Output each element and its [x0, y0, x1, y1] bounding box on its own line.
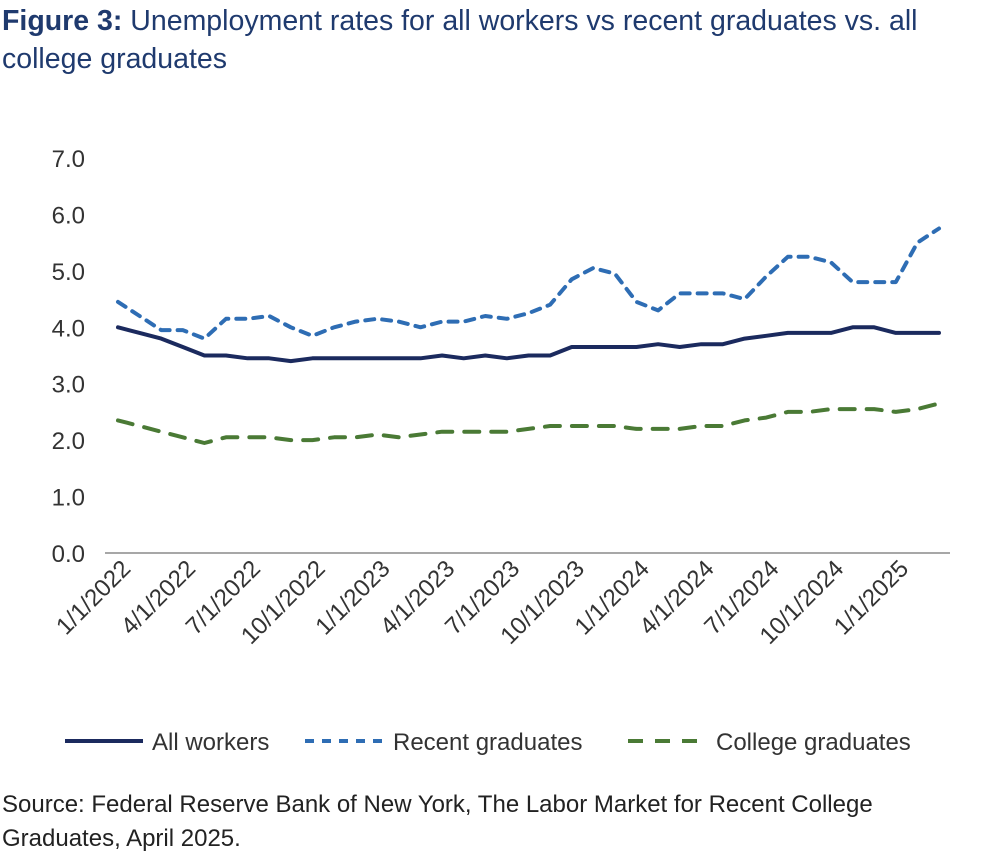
chart-title: Figure 3: Unemployment rates for all wor… [2, 2, 997, 78]
source-note: Source: Federal Reserve Bank of New York… [2, 791, 873, 852]
legend-label: College graduates [716, 729, 911, 756]
legend-label: All workers [152, 729, 269, 756]
y-axis: 0.0 1.0 2.0 3.0 4.0 5.0 6.0 7.0 [52, 146, 85, 568]
y-tick-label: 7.0 [52, 146, 85, 173]
y-tick-label: 6.0 [52, 202, 85, 229]
title-text: Unemployment rates for all workers vs re… [2, 5, 918, 75]
y-tick-label: 1.0 [52, 485, 85, 512]
series-line-college-graduates [116, 401, 941, 445]
y-tick-label: 3.0 [52, 372, 85, 399]
y-tick-label: 5.0 [52, 259, 85, 286]
series-line-recent-graduates [116, 226, 941, 341]
y-tick-label: 4.0 [52, 315, 85, 342]
legend-item: Recent graduates [305, 729, 582, 756]
series-line-all-workers [116, 325, 941, 364]
legend: All workers Recent graduates College gradu… [65, 729, 911, 756]
figure-label: Figure 3: [2, 5, 123, 37]
x-axis: 1/1/20224/1/20227/1/202210/1/20221/1/202… [51, 555, 914, 650]
legend-item: College graduates [628, 729, 911, 756]
y-tick-label: 0.0 [52, 541, 85, 568]
series-lines [116, 226, 941, 445]
legend-label: Recent graduates [393, 729, 582, 756]
y-tick-label: 2.0 [52, 428, 85, 455]
legend-item: All workers [65, 729, 269, 756]
